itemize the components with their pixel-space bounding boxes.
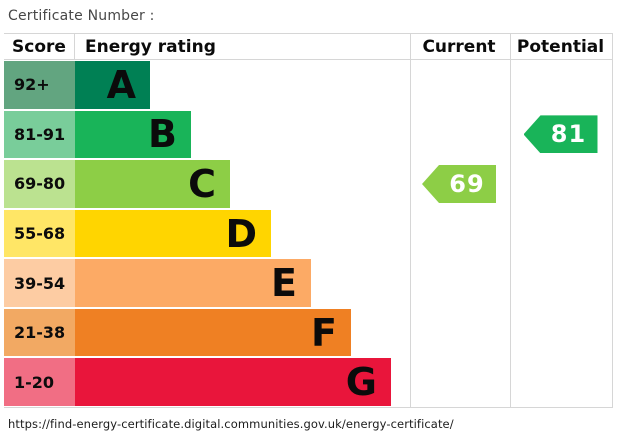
band-row-b: 81-91 B 81 [4,110,612,159]
potential-slot: 81 [509,111,612,159]
band-bar-e: E [75,259,311,307]
score-column-header: Score [4,34,75,59]
row-spacer [150,61,409,109]
current-slot [409,61,509,109]
band-letter: D [225,211,257,256]
band-row-f: 21-38 F [4,308,612,357]
band-bar-f: F [75,308,351,357]
potential-rating-value: 81 [550,120,587,149]
chart-header-row: Score Energy rating Current Potential [4,34,612,60]
current-slot: 69 [409,160,509,208]
band-score-range: 1-20 [4,358,75,407]
band-bar-d: D [75,209,271,258]
band-score-range: 21-38 [4,308,75,357]
potential-slot [509,358,612,406]
certificate-number-label: Certificate Number : [8,8,155,24]
band-letter: A [106,62,136,107]
band-row-e: 39-54 E [4,259,612,307]
current-slot [409,111,509,159]
band-score-range: 81-91 [4,110,75,159]
band-row-c: 69-80 C 69 [4,160,612,208]
row-spacer [311,259,409,307]
current-rating-arrow: 69 [422,164,496,203]
band-letter: E [271,261,297,306]
band-score-range: 39-54 [4,259,75,307]
band-letter: G [345,360,377,405]
certificate-url-text: https://find-energy-certificate.digital.… [8,417,454,431]
current-rating-value: 69 [449,169,485,198]
potential-slot [509,160,612,208]
current-column-header: Current [422,36,496,57]
band-letter: B [148,112,177,157]
band-score-range: 69-80 [4,160,75,208]
potential-slot [509,61,612,109]
current-column-divider [410,34,411,407]
energy-rating-column-header: Energy rating [85,36,216,57]
current-slot [409,358,509,406]
row-spacer [191,111,409,159]
band-bar-b: B [75,110,191,159]
potential-column-header: Potential [516,36,605,57]
row-spacer [271,210,409,258]
potential-slot [509,259,612,307]
potential-rating-arrow: 81 [523,115,598,154]
band-bar-g: G [75,358,391,407]
band-letter: C [188,161,216,206]
potential-slot [509,309,612,357]
current-slot [409,210,509,258]
band-score-range: 92+ [4,61,75,109]
row-spacer [391,358,409,406]
row-spacer [351,309,409,357]
potential-column-divider [510,34,511,407]
band-row-a: 92+ A [4,61,612,109]
band-bar-a: A [75,61,150,109]
energy-rating-chart: Score Energy rating Current Potential 92… [4,33,613,408]
band-score-range: 55-68 [4,209,75,258]
row-spacer [230,160,409,208]
band-row-d: 55-68 D [4,209,612,258]
current-slot [409,259,509,307]
bands-body: 92+ A 81-91 B 81 69-80 C 69 55-68 D 39-54 E 21-38 F 1-… [4,60,612,407]
potential-slot [509,210,612,258]
band-row-g: 1-20 G [4,358,612,407]
band-bar-c: C [75,160,230,208]
current-slot [409,309,509,357]
band-letter: F [311,310,337,355]
